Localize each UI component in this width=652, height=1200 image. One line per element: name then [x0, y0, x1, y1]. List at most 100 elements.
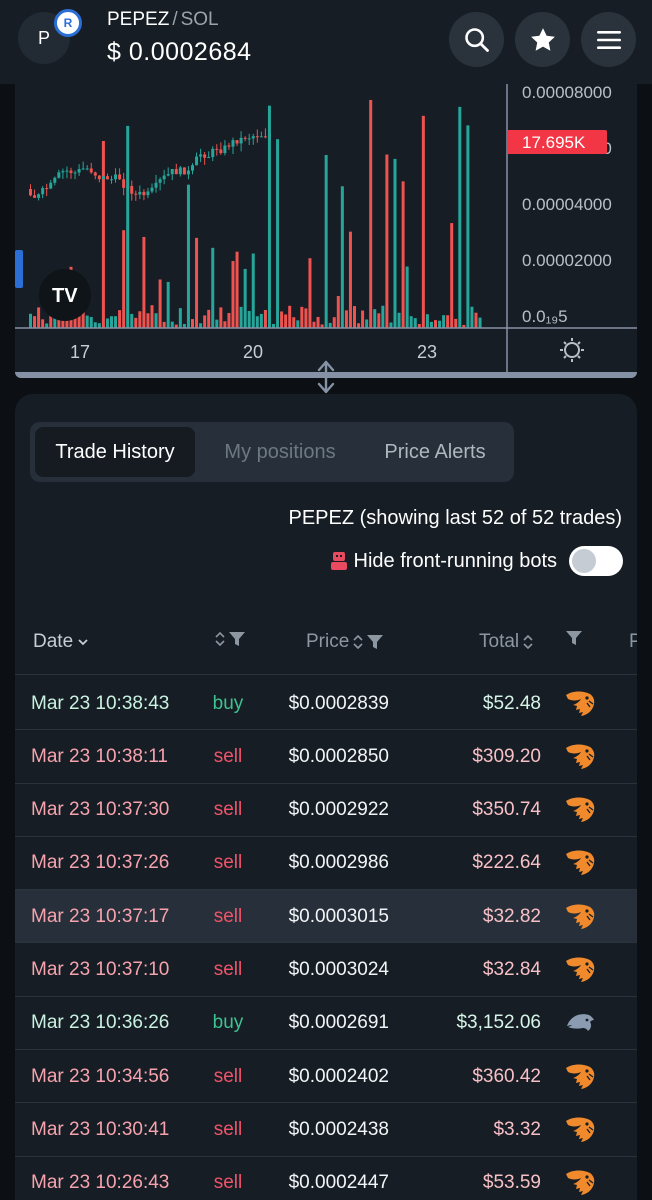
- side-panel-toggle[interactable]: [15, 250, 23, 288]
- candle-body: [158, 179, 162, 183]
- dolphin-icon[interactable]: [560, 997, 600, 1050]
- trade-price: $0.0002438: [288, 1118, 389, 1140]
- shrimp-icon[interactable]: [560, 1103, 600, 1156]
- candle-body: [97, 175, 101, 180]
- table-row[interactable]: Mar 23 10:37:10 sell $0.0003024 $32.84: [15, 943, 637, 997]
- trade-date: Mar 23 10:37:26: [31, 852, 170, 874]
- trade-date: Mar 23 10:38:11: [31, 745, 168, 767]
- candle-body: [215, 148, 219, 150]
- candle-body: [191, 165, 194, 171]
- candle-body: [203, 154, 207, 158]
- chart-canvas[interactable]: 0.00008000 0.00006000 0.00004000 0.00002…: [15, 84, 637, 378]
- volume-bar: [41, 319, 45, 328]
- trade-price: $0.0002839: [288, 692, 389, 714]
- menu-icon: [596, 30, 621, 49]
- volume-bar: [243, 268, 247, 328]
- volume-bar: [405, 266, 409, 328]
- volume-bar: [186, 184, 190, 328]
- shrimp-icon[interactable]: [560, 677, 600, 730]
- table-row[interactable]: Mar 23 10:26:43 sell $0.0002447 $53.59: [15, 1157, 637, 1200]
- table-row[interactable]: Mar 23 10:30:41 sell $0.0002438 $3.32: [15, 1103, 637, 1157]
- tab-price-alerts[interactable]: Price Alerts: [384, 440, 486, 463]
- tab-my-positions[interactable]: My positions: [224, 440, 336, 463]
- column-price[interactable]: Price: [306, 631, 384, 653]
- volume-bar: [308, 258, 312, 328]
- y-tick: 0.00004000: [522, 195, 612, 214]
- table-row[interactable]: Mar 23 10:37:17 sell $0.0003015 $32.82: [15, 890, 637, 944]
- candle-body: [93, 172, 97, 176]
- volume-bar: [142, 236, 146, 328]
- shrimp-icon[interactable]: [560, 1157, 600, 1200]
- chart-settings-icon[interactable]: [560, 338, 584, 362]
- x-tick: 23: [417, 342, 437, 362]
- volume-bar: [191, 319, 194, 328]
- trade-side: sell: [213, 1065, 243, 1087]
- volume-bar: [231, 261, 235, 328]
- bots-toggle[interactable]: [569, 546, 623, 576]
- trade-price: $0.0002850: [288, 745, 389, 767]
- volume-bar: [105, 318, 109, 328]
- filter-icon[interactable]: [367, 635, 384, 649]
- trade-date: Mar 23 10:38:43: [31, 692, 170, 714]
- shrimp-icon[interactable]: [560, 1050, 600, 1103]
- price-chart[interactable]: 0.00008000 0.00006000 0.00004000 0.00002…: [15, 84, 637, 378]
- volume-bar: [284, 314, 288, 328]
- volume-bar: [182, 323, 186, 328]
- volume-bar: [239, 306, 243, 328]
- candle-body: [231, 140, 235, 147]
- volume-bar: [150, 305, 154, 328]
- volume-bar: [126, 125, 130, 328]
- trade-price: $0.0002402: [288, 1065, 389, 1087]
- volume-bar: [320, 324, 324, 328]
- volume-bar: [344, 310, 348, 328]
- table-row[interactable]: Mar 23 10:38:43 buy $0.0002839 $52.48: [15, 677, 637, 731]
- shrimp-icon[interactable]: [560, 784, 600, 837]
- volume-bar: [85, 315, 89, 328]
- candle-body: [207, 157, 211, 159]
- candle-body: [150, 187, 154, 192]
- column-date[interactable]: Date: [33, 631, 89, 653]
- table-row[interactable]: Mar 23 10:34:56 sell $0.0002402 $360.42: [15, 1050, 637, 1104]
- shrimp-icon[interactable]: [560, 730, 600, 783]
- candle-body: [73, 172, 77, 174]
- volume-bar: [195, 237, 199, 328]
- volume-bar: [425, 314, 429, 328]
- candle-body: [49, 182, 53, 189]
- table-row[interactable]: Mar 23 10:36:26 buy $0.0002691 $3,152.06: [15, 997, 637, 1051]
- candle-body: [199, 154, 203, 157]
- volume-bar: [401, 181, 405, 328]
- favorite-button[interactable]: [515, 12, 570, 67]
- tradingview-logo[interactable]: TV: [39, 269, 91, 321]
- menu-button[interactable]: [581, 12, 636, 67]
- tab-trade-history[interactable]: Trade History: [35, 427, 195, 477]
- volume-bar: [413, 318, 417, 328]
- tab-bar: Trade History My positions Price Alerts: [30, 422, 514, 482]
- shrimp-icon[interactable]: [560, 890, 600, 943]
- trade-side: buy: [212, 692, 244, 714]
- shrimp-icon[interactable]: [560, 837, 600, 890]
- volume-bar: [446, 315, 450, 328]
- volume-bar: [49, 311, 53, 328]
- table-row[interactable]: Mar 23 10:37:30 sell $0.0002922 $350.74: [15, 784, 637, 837]
- candle-body: [45, 188, 49, 190]
- shrimp-icon[interactable]: [560, 943, 600, 996]
- sort-icon: [215, 631, 225, 647]
- table-row[interactable]: Mar 23 10:38:11 sell $0.0002850 $309.20: [15, 730, 637, 784]
- table-row[interactable]: Mar 23 10:37:26 sell $0.0002986 $222.64: [15, 837, 637, 891]
- volume-bar: [397, 312, 401, 328]
- trade-side: sell: [213, 799, 243, 821]
- svg-text:TV: TV: [52, 285, 78, 307]
- trade-side: sell: [213, 852, 243, 874]
- column-side-sort[interactable]: [215, 631, 245, 647]
- sort-icon: [523, 634, 533, 650]
- candle-body: [114, 174, 118, 180]
- column-maker-filter[interactable]: [566, 631, 582, 645]
- column-total[interactable]: Total: [479, 631, 533, 653]
- table-header: Date Price Total P: [15, 619, 637, 675]
- search-button[interactable]: [449, 12, 504, 67]
- volume-bar: [389, 322, 393, 328]
- column-next[interactable]: P: [629, 631, 637, 652]
- trade-side: sell: [213, 958, 243, 980]
- filter-icon[interactable]: [229, 632, 245, 646]
- resize-handle[interactable]: [314, 360, 338, 394]
